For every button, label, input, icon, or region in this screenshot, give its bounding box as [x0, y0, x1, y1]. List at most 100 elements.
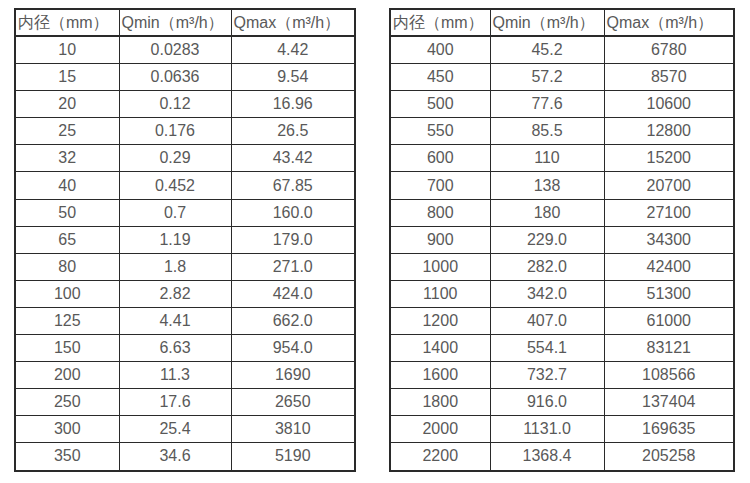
table-cell: 2000: [390, 416, 490, 443]
column-header: Qmax（m³/h）: [604, 9, 734, 36]
table-row: 40045.26780: [390, 36, 734, 64]
table-cell: 10: [15, 36, 119, 64]
table-row: 1800916.0137404: [390, 389, 734, 416]
table-cell: 8570: [604, 64, 734, 91]
table-cell: 20700: [604, 172, 734, 199]
table-cell: 1800: [390, 389, 490, 416]
table-cell: 1.19: [119, 226, 231, 253]
table-cell: 16.96: [231, 91, 355, 118]
table-cell: 0.7: [119, 199, 231, 226]
table-cell: 1690: [231, 362, 355, 389]
table-cell: 32: [15, 145, 119, 172]
table-cell: 125: [15, 307, 119, 334]
table-cell: 9.54: [231, 64, 355, 91]
table-cell: 169635: [604, 416, 734, 443]
table-cell: 57.2: [490, 64, 604, 91]
table-cell: 250: [15, 389, 119, 416]
table-cell: 2650: [231, 389, 355, 416]
table-cell: 1.8: [119, 253, 231, 280]
table-cell: 554.1: [490, 335, 604, 362]
table-cell: 27100: [604, 199, 734, 226]
column-header: Qmin（m³/h）: [490, 9, 604, 36]
table-cell: 600: [390, 145, 490, 172]
table-cell: 0.29: [119, 145, 231, 172]
table-cell: 138: [490, 172, 604, 199]
table-cell: 40: [15, 172, 119, 199]
table-row: 150.06369.54: [15, 64, 355, 91]
table-cell: 108566: [604, 362, 734, 389]
table-row: 60011015200: [390, 145, 734, 172]
table-row: 20011.31690: [15, 362, 355, 389]
table-cell: 1368.4: [490, 443, 604, 471]
column-header: Qmax（m³/h）: [231, 9, 355, 36]
table-row: 55085.512800: [390, 118, 734, 145]
table-cell: 0.176: [119, 118, 231, 145]
table-row: 1002.82424.0: [15, 280, 355, 307]
table-cell: 50: [15, 199, 119, 226]
table-cell: 4.41: [119, 307, 231, 334]
table-cell: 1400: [390, 335, 490, 362]
table-row: 1254.41662.0: [15, 307, 355, 334]
table-cell: 42400: [604, 253, 734, 280]
table-cell: 15: [15, 64, 119, 91]
table-cell: 1600: [390, 362, 490, 389]
table-cell: 85.5: [490, 118, 604, 145]
table-cell: 2200: [390, 443, 490, 471]
table-cell: 500: [390, 91, 490, 118]
table-cell: 6780: [604, 36, 734, 64]
table-cell: 3810: [231, 416, 355, 443]
table-row: 80018027100: [390, 199, 734, 226]
table-row: 1400554.183121: [390, 335, 734, 362]
table-row: 22001368.4205258: [390, 443, 734, 471]
table-cell: 271.0: [231, 253, 355, 280]
table-row: 651.19179.0: [15, 226, 355, 253]
table-cell: 400: [390, 36, 490, 64]
table-cell: 0.0636: [119, 64, 231, 91]
table-cell: 407.0: [490, 307, 604, 334]
table-row: 70013820700: [390, 172, 734, 199]
table-row: 200.1216.96: [15, 91, 355, 118]
table-cell: 1131.0: [490, 416, 604, 443]
header-row: 内径（mm）Qmin（m³/h）Qmax（m³/h）: [15, 9, 355, 36]
table-cell: 43.42: [231, 145, 355, 172]
header-row: 内径（mm）Qmin（m³/h）Qmax（m³/h）: [390, 9, 734, 36]
table-cell: 0.0283: [119, 36, 231, 64]
table-cell: 4.42: [231, 36, 355, 64]
table-row: 320.2943.42: [15, 145, 355, 172]
table-cell: 342.0: [490, 280, 604, 307]
table-cell: 300: [15, 416, 119, 443]
table-cell: 67.85: [231, 172, 355, 199]
table-cell: 20: [15, 91, 119, 118]
table-cell: 80: [15, 253, 119, 280]
table-cell: 1200: [390, 307, 490, 334]
column-header: Qmin（m³/h）: [119, 9, 231, 36]
table-cell: 6.63: [119, 335, 231, 362]
table-cell: 34300: [604, 226, 734, 253]
table-cell: 282.0: [490, 253, 604, 280]
table-cell: 900: [390, 226, 490, 253]
table-cell: 732.7: [490, 362, 604, 389]
column-header: 内径（mm）: [15, 9, 119, 36]
table-row: 900229.034300: [390, 226, 734, 253]
table-cell: 61000: [604, 307, 734, 334]
table-cell: 179.0: [231, 226, 355, 253]
table-cell: 83121: [604, 335, 734, 362]
table-row: 1100342.051300: [390, 280, 734, 307]
table-cell: 26.5: [231, 118, 355, 145]
table-cell: 10600: [604, 91, 734, 118]
table-row: 1600732.7108566: [390, 362, 734, 389]
table-row: 1200407.061000: [390, 307, 734, 334]
flow-rate-tables-page: 内径（mm）Qmin（m³/h）Qmax（m³/h）100.02834.4215…: [0, 0, 750, 483]
table-cell: 200: [15, 362, 119, 389]
table-cell: 700: [390, 172, 490, 199]
table-cell: 110: [490, 145, 604, 172]
table-cell: 11.3: [119, 362, 231, 389]
table-cell: 662.0: [231, 307, 355, 334]
table-cell: 550: [390, 118, 490, 145]
table-cell: 424.0: [231, 280, 355, 307]
table-cell: 450: [390, 64, 490, 91]
table-cell: 0.12: [119, 91, 231, 118]
table-cell: 45.2: [490, 36, 604, 64]
table-cell: 17.6: [119, 389, 231, 416]
flow-table-large-diameters: 内径（mm）Qmin（m³/h）Qmax（m³/h）40045.26780450…: [389, 8, 735, 472]
